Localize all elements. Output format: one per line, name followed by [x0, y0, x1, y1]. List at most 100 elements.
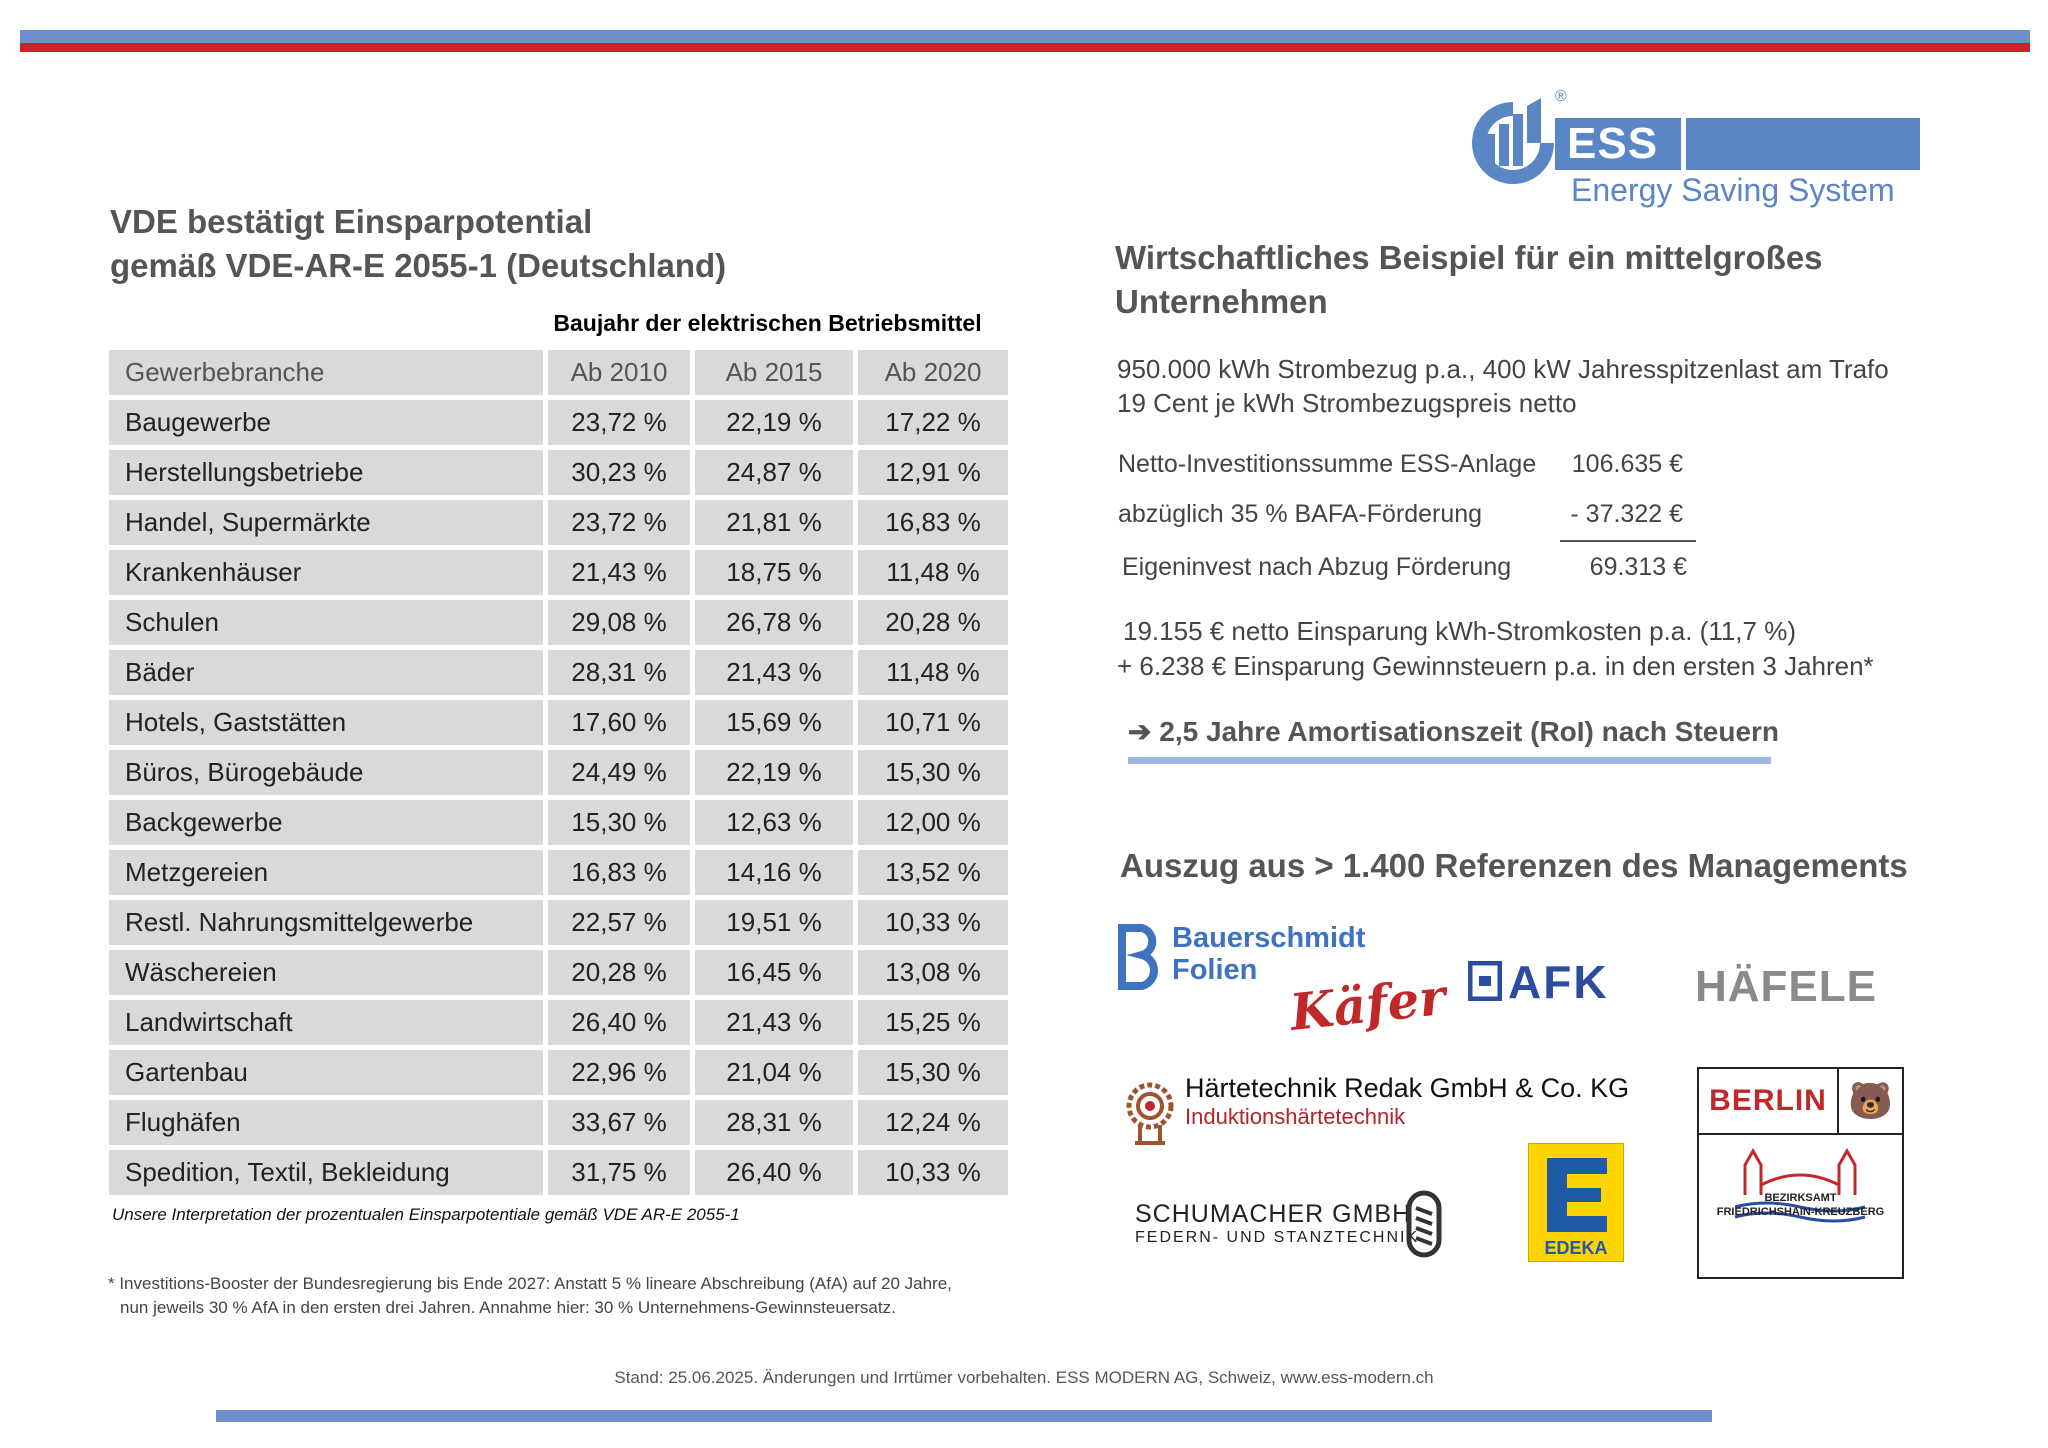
edeka-logo: EDEKA: [1528, 1143, 1624, 1262]
table-row: Restl. Nahrungsmittelgewerbe 22,57 % 19,51…: [109, 900, 1008, 945]
value-2010: 22,57 %: [548, 900, 690, 945]
value-2015: 28,31 %: [695, 1100, 853, 1145]
footnote-line1: * Investitions-Booster der Bundesregieru…: [108, 1274, 952, 1293]
value-2015: 26,78 %: [695, 600, 853, 645]
branch-name: Herstellungsbetriebe: [109, 450, 543, 495]
invest-label: Netto-Investitionssumme ESS-Anlage: [1118, 450, 1537, 478]
induktion-text: Induktionshärtetechnik: [1185, 1104, 1406, 1129]
value-2020: 11,48 %: [858, 650, 1008, 695]
logo-divider: [1681, 118, 1687, 170]
branch-name: Backgewerbe: [109, 800, 543, 845]
value-2020: 15,30 %: [858, 750, 1008, 795]
value-2010: 23,72 %: [548, 400, 690, 445]
header-branch: Gewerbebranche: [109, 350, 543, 395]
logo-tagline: Energy Saving System: [1571, 172, 1895, 208]
value-2010: 28,31 %: [548, 650, 690, 695]
value-2010: 33,67 %: [548, 1100, 690, 1145]
value-2010: 17,60 %: [548, 700, 690, 745]
consumption-info: 950.000 kWh Strombezug p.a., 400 kW Jahr…: [1117, 352, 1889, 420]
branch-name: Metzgereien: [109, 850, 543, 895]
invest-value: - 37.322 €: [1570, 500, 1683, 528]
bezirk-name-text: FRIEDRICHSHAIN-KREUZBERG: [1716, 1206, 1885, 1218]
registered-mark: ®: [1555, 88, 1567, 105]
table-row: Handel, Supermärkte 23,72 % 21,81 % 16,83 %: [109, 500, 1008, 545]
header-2020: Ab 2020: [858, 350, 1008, 395]
table-row: Wäschereien 20,28 % 16,45 % 13,08 %: [109, 950, 1008, 995]
value-2020: 10,71 %: [858, 700, 1008, 745]
folien-text: Folien: [1172, 954, 1258, 986]
value-2020: 15,30 %: [858, 1050, 1008, 1095]
value-2015: 26,40 %: [695, 1150, 853, 1195]
berlin-text: BERLIN: [1699, 1069, 1839, 1135]
federn-text: FEDERN- UND STANZTECHNIK: [1135, 1229, 1420, 1246]
value-2010: 23,72 %: [548, 500, 690, 545]
branch-name: Schulen: [109, 600, 543, 645]
value-2020: 20,28 %: [858, 600, 1008, 645]
value-2020: 17,22 %: [858, 400, 1008, 445]
vde-heading: VDE bestätigt Einsparpotential gemäß VDE…: [110, 200, 726, 288]
haefele-logo: HÄFELE: [1695, 962, 1877, 1011]
interpretation-note: Unsere Interpretation der prozentualen E…: [112, 1205, 740, 1224]
value-2015: 12,63 %: [695, 800, 853, 845]
value-2020: 10,33 %: [858, 1150, 1008, 1195]
branch-name: Bäder: [109, 650, 543, 695]
ess-logo-mark-icon: [1472, 98, 1554, 184]
table-row: Hotels, Gaststätten 17,60 % 15,69 % 10,71 %: [109, 700, 1008, 745]
value-2010: 24,49 %: [548, 750, 690, 795]
branch-name: Büros, Bürogebäude: [109, 750, 543, 795]
logo-brand-left: ESS: [1567, 119, 1659, 168]
amortisation-line: ➔ 2,5 Jahre Amortisationszeit (RoI) nach…: [1128, 715, 1779, 748]
spring-icon: [1406, 1190, 1442, 1258]
savings-table: Gewerbebranche Ab 2010 Ab 2015 Ab 2020 B…: [104, 345, 1013, 1200]
table-row: Schulen 29,08 % 26,78 % 20,28 %: [109, 600, 1008, 645]
invest-label: Eigeninvest nach Abzug Förderung: [1122, 553, 1512, 581]
savings-line2: + 6.238 € Einsparung Gewinnsteuern p.a. …: [1117, 651, 1874, 681]
invest-value: 106.635 €: [1571, 450, 1683, 478]
arrow-right-icon: ➔: [1128, 716, 1152, 747]
table-row: Baugewerbe 23,72 % 22,19 % 17,22 %: [109, 400, 1008, 445]
header-2015: Ab 2015: [695, 350, 853, 395]
branch-name: Landwirtschaft: [109, 1000, 543, 1045]
footnote-line2: nun jeweils 30 % AfA in den ersten drei …: [120, 1298, 896, 1317]
top-stripe-blue: [20, 30, 2030, 43]
amortisation-underline: [1128, 757, 1771, 764]
value-2015: 19,51 %: [695, 900, 853, 945]
table-row: Herstellungsbetriebe 30,23 % 24,87 % 12,91 …: [109, 450, 1008, 495]
ess-modern-logo: ® ESS MODERN Energy Saving System: [1455, 88, 1920, 220]
table-row: Krankenhäuser 21,43 % 18,75 % 11,48 %: [109, 550, 1008, 595]
table-row: Gartenbau 22,96 % 21,04 % 15,30 %: [109, 1050, 1008, 1095]
value-2020: 13,52 %: [858, 850, 1008, 895]
table-header-row: Gewerbebranche Ab 2010 Ab 2015 Ab 2020: [109, 350, 1008, 395]
bear-icon: 🐻: [1839, 1069, 1902, 1135]
branch-name: Restl. Nahrungsmittelgewerbe: [109, 900, 543, 945]
table-row: Landwirtschaft 26,40 % 21,43 % 15,25 %: [109, 1000, 1008, 1045]
branch-name: Krankenhäuser: [109, 550, 543, 595]
savings-info: 19.155 € netto Einsparung kWh-Stromkoste…: [1117, 614, 1874, 684]
bauerschmidt-text: Bauerschmidt: [1172, 922, 1366, 954]
coil-gear-icon: [1126, 1082, 1174, 1145]
bezirksamt-text: BEZIRKSAMT: [1764, 1192, 1837, 1204]
bauerschmidt-b-icon: [1118, 924, 1158, 990]
header-2010: Ab 2010: [548, 350, 690, 395]
table-row: Spedition, Textil, Bekleidung 31,75 % 26,4…: [109, 1150, 1008, 1195]
invest-row: Netto-Investitionssumme ESS-Anlage 106.6…: [1118, 450, 1693, 479]
vde-heading-line1: VDE bestätigt Einsparpotential: [110, 203, 593, 240]
top-stripe-red: [20, 43, 2030, 52]
value-2015: 14,16 %: [695, 850, 853, 895]
value-2015: 18,75 %: [695, 550, 853, 595]
value-2015: 21,43 %: [695, 1000, 853, 1045]
value-2020: 12,00 %: [858, 800, 1008, 845]
value-2015: 21,81 %: [695, 500, 853, 545]
value-2015: 21,43 %: [695, 650, 853, 695]
table-row: Büros, Bürogebäude 24,49 % 22,19 % 15,30 %: [109, 750, 1008, 795]
value-2020: 12,24 %: [858, 1100, 1008, 1145]
consumption-info-line1: 950.000 kWh Strombezug p.a., 400 kW Jahr…: [1117, 354, 1889, 384]
value-2020: 12,91 %: [858, 450, 1008, 495]
value-2010: 20,28 %: [548, 950, 690, 995]
amortisation-text: 2,5 Jahre Amortisationszeit (RoI) nach S…: [1159, 716, 1780, 747]
value-2010: 26,40 %: [548, 1000, 690, 1045]
edeka-e-icon: [1547, 1158, 1607, 1232]
consumption-info-line2: 19 Cent je kWh Strombezugspreis netto: [1117, 388, 1577, 418]
branch-name: Flughäfen: [109, 1100, 543, 1145]
savings-line1: 19.155 € netto Einsparung kWh-Stromkoste…: [1123, 616, 1796, 646]
